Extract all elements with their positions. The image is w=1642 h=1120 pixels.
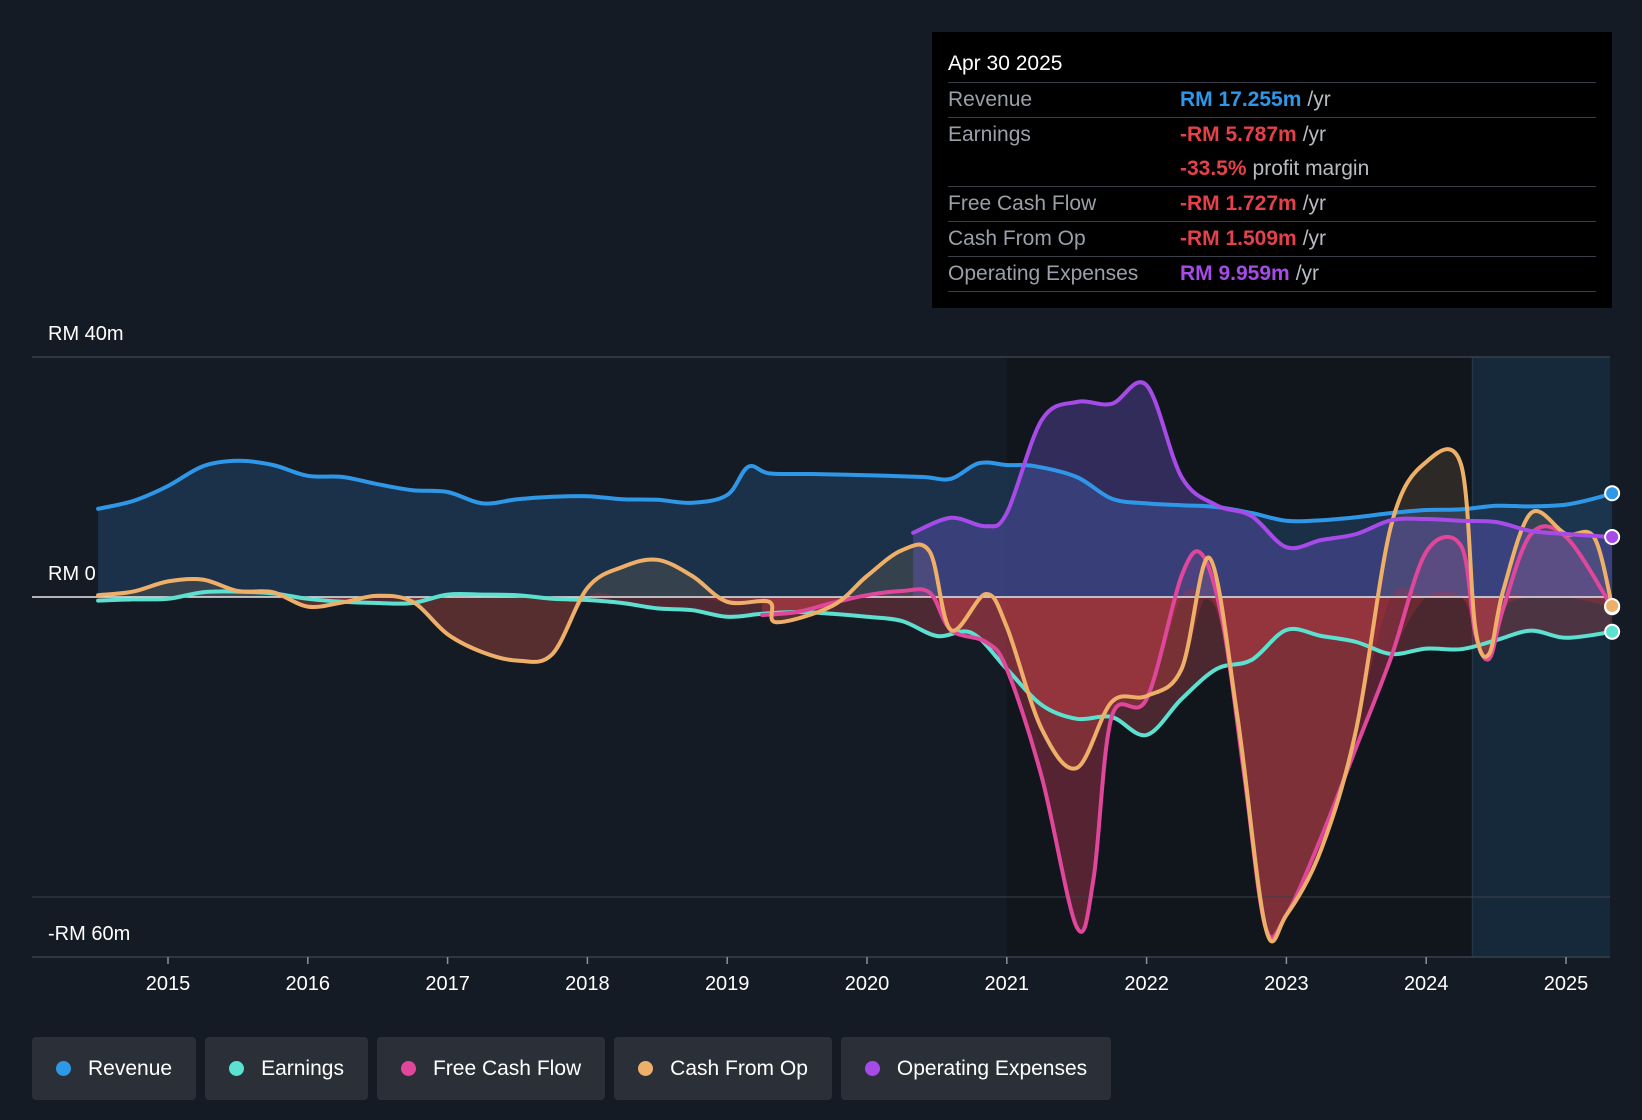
tooltip-row-value: -RM 5.787m [1180, 123, 1297, 146]
x-tick-label: 2021 [985, 973, 1030, 995]
tooltip-row-unit: /yr [1302, 227, 1327, 250]
cash-from-op-line [96, 447, 1615, 944]
revenue-line [96, 458, 1615, 524]
tooltip-panel: Apr 30 2025 Revenue RM 17.255m/yr Earnings… [932, 32, 1612, 308]
operating-expenses-area [913, 382, 1613, 597]
legend-item-cash-from-op[interactable]: Cash From Op [614, 1037, 832, 1100]
tooltip-row: Revenue RM 17.255m/yr [948, 83, 1596, 118]
tooltip-row-value: RM 9.959m [1180, 262, 1290, 285]
cash-from-op-end-dot [1604, 598, 1621, 614]
x-tick-label: 2019 [705, 973, 750, 995]
x-tick-label: 2023 [1264, 973, 1309, 995]
tooltip-row-unit: profit margin [1252, 157, 1370, 180]
earnings-area [98, 591, 1613, 736]
x-tick-label: 2024 [1404, 973, 1449, 995]
x-tick-label: 2020 [845, 973, 890, 995]
tooltip-row-unit: /yr [1307, 88, 1331, 111]
y-axis-top-label: RM 40m [48, 323, 124, 345]
tooltip-row: -33.5% profit margin [948, 152, 1596, 187]
legend-item-earnings[interactable]: Earnings [205, 1037, 368, 1100]
x-tick-label: 2025 [1544, 973, 1589, 995]
x-tick-label: 2018 [565, 973, 610, 995]
tooltip-row: Free Cash Flow -RM 1.727m/yr [948, 187, 1596, 222]
legend-label: Earnings [261, 1056, 344, 1080]
tooltip-row: Operating Expenses RM 9.959m/yr [948, 257, 1596, 292]
legend-dot-icon [864, 1061, 880, 1076]
revenue-area [98, 460, 1613, 597]
legend-item-revenue[interactable]: Revenue [32, 1037, 197, 1100]
tooltip-row-value: RM 17.255m [1180, 88, 1302, 111]
tooltip-row-label: Cash From Op [948, 227, 1086, 250]
earnings-end-dot [1604, 623, 1621, 640]
tooltip-row-value: -33.5% [1180, 157, 1247, 180]
legend-label: Free Cash Flow [432, 1056, 582, 1080]
legend-label: Cash From Op [670, 1056, 808, 1080]
tooltip-row-label: Free Cash Flow [948, 192, 1097, 215]
legend-label: Operating Expenses [896, 1056, 1088, 1080]
tooltip-row: Cash From Op -RM 1.509m/yr [948, 222, 1596, 257]
tooltip-row: Earnings -RM 5.787m/yr [948, 118, 1596, 152]
tooltip-row-label: Earnings [948, 123, 1031, 146]
legend-dot-icon [56, 1061, 71, 1076]
x-tick-label: 2015 [146, 973, 191, 995]
earnings-negative-area [98, 596, 1613, 736]
tooltip-row-label: Revenue [948, 88, 1033, 111]
legend-item-operating-expenses[interactable]: Operating Expenses [840, 1037, 1112, 1100]
tooltip-row-unit: /yr [1302, 192, 1327, 215]
y-axis-zero-label: RM 0 [48, 563, 96, 585]
operating-expenses-line [911, 380, 1615, 551]
x-tick-label: 2017 [425, 973, 470, 995]
legend-item-free-cash-flow[interactable]: Free Cash Flow [376, 1037, 606, 1100]
x-tick-label: 2022 [1124, 973, 1169, 995]
tooltip-row-unit: /yr [1295, 262, 1320, 285]
highlight-region [1472, 357, 1610, 957]
revenue-end-dot [1604, 485, 1621, 502]
cash-from-op-area [98, 449, 1613, 942]
operating-expenses-end-dot [1604, 529, 1621, 545]
tooltip-row-unit: /yr [1302, 123, 1327, 146]
tooltip-row-label: Operating Expenses [948, 262, 1139, 285]
x-tick-label: 2016 [286, 973, 331, 995]
tooltip-row-value: -RM 1.509m [1180, 227, 1297, 250]
legend-dot-icon [400, 1061, 416, 1076]
legend-dot-icon [229, 1061, 245, 1076]
legend: Revenue Earnings Free Cash Flow Cash From O… [32, 1037, 1112, 1100]
tooltip-row-value: -RM 1.727m [1180, 192, 1297, 215]
past-region [1006, 357, 1473, 957]
tooltip-row-label [948, 152, 1180, 186]
legend-label: Revenue [88, 1056, 173, 1080]
tooltip-date: Apr 30 2025 [948, 46, 1596, 83]
legend-dot-icon [638, 1061, 654, 1076]
y-axis-bottom-label: -RM 60m [48, 923, 130, 945]
